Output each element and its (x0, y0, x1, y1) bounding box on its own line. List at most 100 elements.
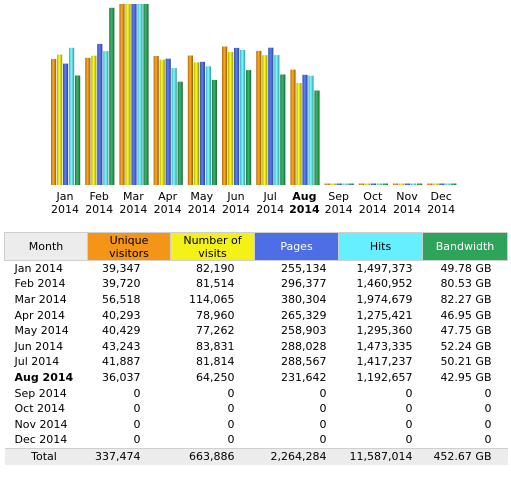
bar-visitors-nov (393, 183, 399, 185)
cell-visits: 114,065 (189, 292, 235, 306)
bar-hits-nov (411, 183, 417, 185)
cell-month: Jan 2014 (14, 261, 63, 275)
bar-hits-apr (171, 68, 177, 185)
total-bandwidth: 452.67 GB (422, 448, 508, 466)
cell-hits: 1,473,335 (356, 339, 413, 353)
bar-group-sep (324, 183, 354, 185)
cell-bandwidth: 0 (484, 433, 492, 447)
month-year: 2014 (119, 203, 148, 216)
cell-bandwidth: 52.24 GB (440, 339, 492, 353)
bar-visits-jun (228, 52, 234, 185)
cell-bandwidth: 80.53 GB (440, 277, 492, 291)
cell-pages: 288,567 (281, 355, 327, 369)
bar-hits-aug (308, 75, 314, 185)
table-row: Mar 2014 56,518 114,065 380,304 1,974,679 82.… (5, 292, 508, 308)
month-name: Aug (292, 190, 317, 203)
bar-hits-may (205, 66, 211, 185)
bar-visits-sep (330, 183, 336, 185)
cell-bandwidth: 0 (484, 386, 492, 400)
bar-pages-nov (405, 183, 411, 185)
bar-hits-feb (103, 51, 109, 185)
cell-pages: 0 (319, 417, 327, 431)
table-row: Aug 2014 36,037 64,250 231,642 1,192,657 42.9… (5, 370, 508, 386)
bar-hits-jun (240, 50, 246, 185)
bar-pages-mar (131, 4, 137, 185)
bar-bandwidth-jul (280, 74, 286, 185)
bar-group-jan (51, 47, 81, 185)
bar-visitors-dec (427, 183, 433, 185)
month-name: May (190, 190, 214, 203)
cell-visitors: 43,243 (102, 339, 141, 353)
total-label: Total (4, 448, 88, 466)
cell-bandwidth: 0 (484, 402, 492, 416)
cell-month: May 2014 (14, 324, 69, 338)
bar-bandwidth-nov (417, 183, 423, 185)
month-label-jan: Jan 2014 (48, 190, 82, 216)
cell-bandwidth: 42.95 GB (440, 370, 492, 384)
bar-pages-jul (268, 47, 274, 186)
cell-month: Apr 2014 (14, 308, 66, 322)
bar-visits-dec (433, 183, 439, 185)
cell-visits: 0 (227, 386, 235, 400)
month-year: 2014 (187, 203, 216, 216)
cell-visits: 83,831 (196, 339, 235, 353)
header-bandwidth: Bandwidth (422, 232, 508, 261)
bar-visitors-jul (256, 50, 262, 186)
cell-month: Nov 2014 (14, 417, 68, 431)
cell-hits: 1,974,679 (356, 292, 413, 306)
bar-bandwidth-may (211, 79, 217, 185)
cell-hits: 1,275,421 (356, 308, 413, 322)
header-hits: Hits (338, 232, 423, 261)
cell-visitors: 0 (133, 402, 141, 416)
bar-visitors-jun (222, 46, 228, 185)
bar-pages-jun (234, 47, 240, 186)
month-name: Mar (123, 190, 144, 203)
cell-hits: 1,192,657 (356, 370, 413, 384)
monthly-stats-table: Month Unique visitors Number of visits P… (4, 232, 508, 466)
cell-hits: 0 (405, 433, 413, 447)
bar-visits-oct (364, 183, 370, 185)
bar-group-jun (222, 46, 252, 186)
bar-pages-may (199, 61, 205, 185)
month-year: 2014 (427, 203, 456, 216)
month-label-sep: Sep 2014 (322, 190, 356, 216)
cell-pages: 0 (319, 386, 327, 400)
table-body: Jan 2014 39,347 82,190 255,134 1,497,373 49.7… (5, 261, 508, 449)
bar-bandwidth-dec (451, 183, 457, 185)
bar-pages-apr (165, 58, 171, 186)
total-hits: 11,587,014 (338, 448, 423, 466)
total-visits: 663,886 (170, 448, 255, 466)
cell-bandwidth: 46.95 GB (440, 308, 492, 322)
month-name: Apr (158, 190, 178, 203)
cell-pages: 255,134 (281, 261, 327, 275)
bar-group-oct (358, 183, 388, 185)
cell-hits: 1,460,952 (356, 277, 413, 291)
cell-hits: 1,417,237 (356, 355, 413, 369)
month-label-aug: Aug 2014 (287, 190, 321, 216)
month-label-oct: Oct 2014 (356, 190, 390, 216)
cell-visits: 78,960 (196, 308, 235, 322)
cell-visitors: 56,518 (102, 292, 141, 306)
bar-pages-dec (439, 183, 445, 185)
cell-visitors: 41,887 (102, 355, 141, 369)
bar-hits-dec (445, 183, 451, 185)
cell-visitors: 0 (133, 433, 141, 447)
table-row: Nov 2014 0 0 0 0 0 (5, 417, 508, 433)
cell-hits: 0 (405, 402, 413, 416)
bar-visits-apr (159, 59, 165, 186)
header-month: Month (4, 232, 88, 261)
table-row: Jul 2014 41,887 81,814 288,567 1,417,237 50.2… (5, 355, 508, 371)
total-pages: 2,264,284 (254, 448, 339, 466)
month-label-jul: Jul 2014 (253, 190, 287, 216)
bar-visitors-aug (290, 69, 296, 185)
bar-group-apr (153, 56, 183, 186)
bar-group-nov (393, 183, 423, 185)
month-label-feb: Feb 2014 (82, 190, 116, 216)
cell-month: Sep 2014 (14, 386, 67, 400)
cell-bandwidth: 47.75 GB (440, 324, 492, 338)
bar-group-may (187, 55, 217, 185)
bar-pages-oct (370, 183, 376, 185)
month-name: Dec (430, 190, 452, 203)
bar-bandwidth-jan (75, 75, 81, 185)
bar-pages-sep (336, 183, 342, 185)
